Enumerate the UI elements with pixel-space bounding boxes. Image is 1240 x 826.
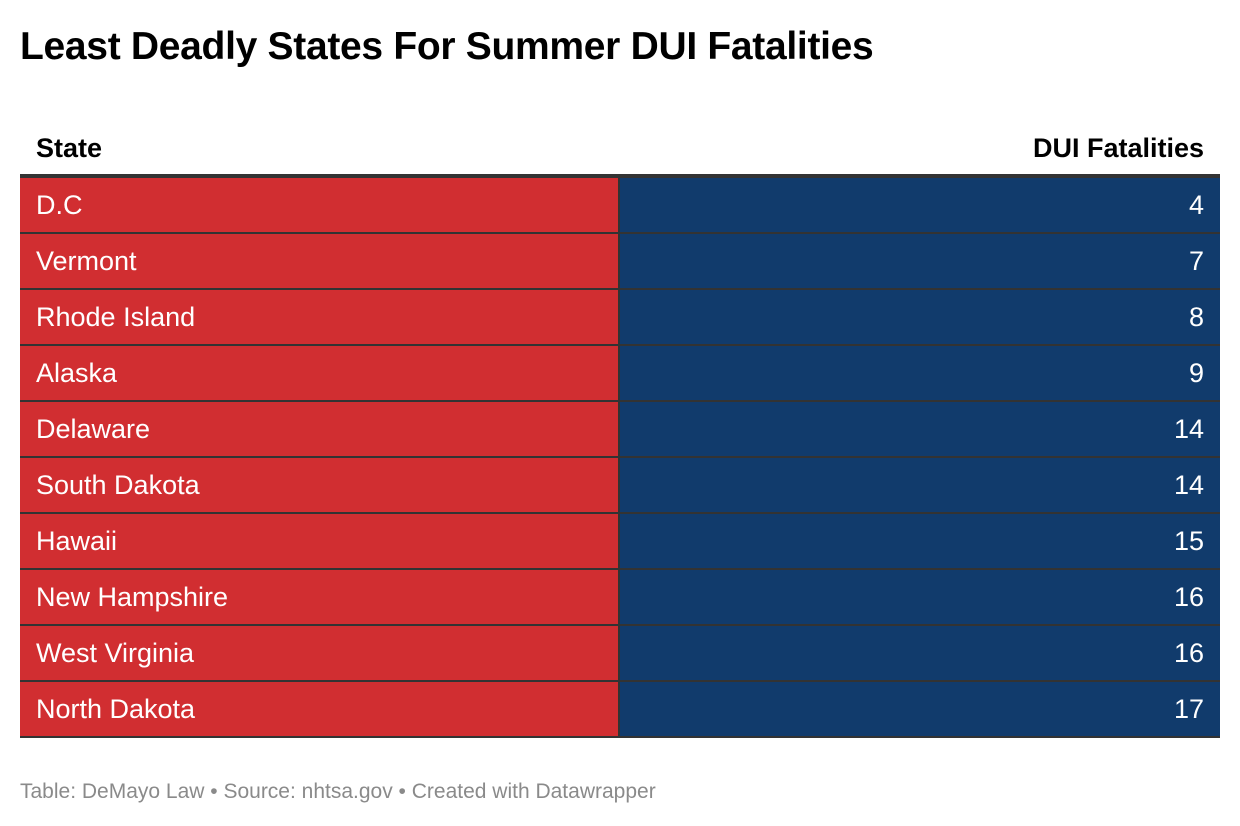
column-header-dui-fatalities[interactable]: DUI Fatalities [1032, 132, 1204, 163]
table-row: Alaska 9 [20, 346, 1220, 402]
cell-dui-fatalities: 16 [620, 570, 1220, 624]
cell-dui-fatalities: 4 [620, 178, 1220, 232]
table-header: State DUI Fatalities [20, 122, 1220, 178]
table-row: Vermont 7 [20, 234, 1220, 290]
cell-state: Delaware [20, 402, 620, 456]
table-row: New Hampshire 16 [20, 570, 1220, 626]
data-table: State DUI Fatalities D.C 4 Vermont 7 Rhode I… [20, 122, 1220, 738]
page-title: Least Deadly States For Summer DUI Fatal… [20, 25, 874, 68]
cell-state: Hawaii [20, 514, 620, 568]
cell-dui-fatalities: 15 [620, 514, 1220, 568]
table-row: West Virginia 16 [20, 626, 1220, 682]
cell-state: D.C [20, 178, 620, 232]
table-row: South Dakota 14 [20, 458, 1220, 514]
cell-dui-fatalities: 9 [620, 346, 1220, 400]
table-body: D.C 4 Vermont 7 Rhode Island 8 Alaska 9 Delaware… [20, 178, 1220, 738]
column-header-state[interactable]: State [36, 132, 103, 163]
table-row: North Dakota 17 [20, 682, 1220, 738]
cell-dui-fatalities: 14 [620, 458, 1220, 512]
table-row: Rhode Island 8 [20, 290, 1220, 346]
table-footer-credits: Table: DeMayo Law • Source: nhtsa.gov • … [20, 780, 656, 803]
cell-dui-fatalities: 14 [620, 402, 1220, 456]
cell-dui-fatalities: 8 [620, 290, 1220, 344]
cell-dui-fatalities: 16 [620, 626, 1220, 680]
table-row: D.C 4 [20, 178, 1220, 234]
cell-state: West Virginia [20, 626, 620, 680]
cell-state: South Dakota [20, 458, 620, 512]
table-row: Delaware 14 [20, 402, 1220, 458]
cell-state: New Hampshire [20, 570, 620, 624]
cell-state: Alaska [20, 346, 620, 400]
cell-state: Rhode Island [20, 290, 620, 344]
cell-dui-fatalities: 7 [620, 234, 1220, 288]
cell-state: Vermont [20, 234, 620, 288]
cell-dui-fatalities: 17 [620, 682, 1220, 736]
table-row: Hawaii 15 [20, 514, 1220, 570]
cell-state: North Dakota [20, 682, 620, 736]
